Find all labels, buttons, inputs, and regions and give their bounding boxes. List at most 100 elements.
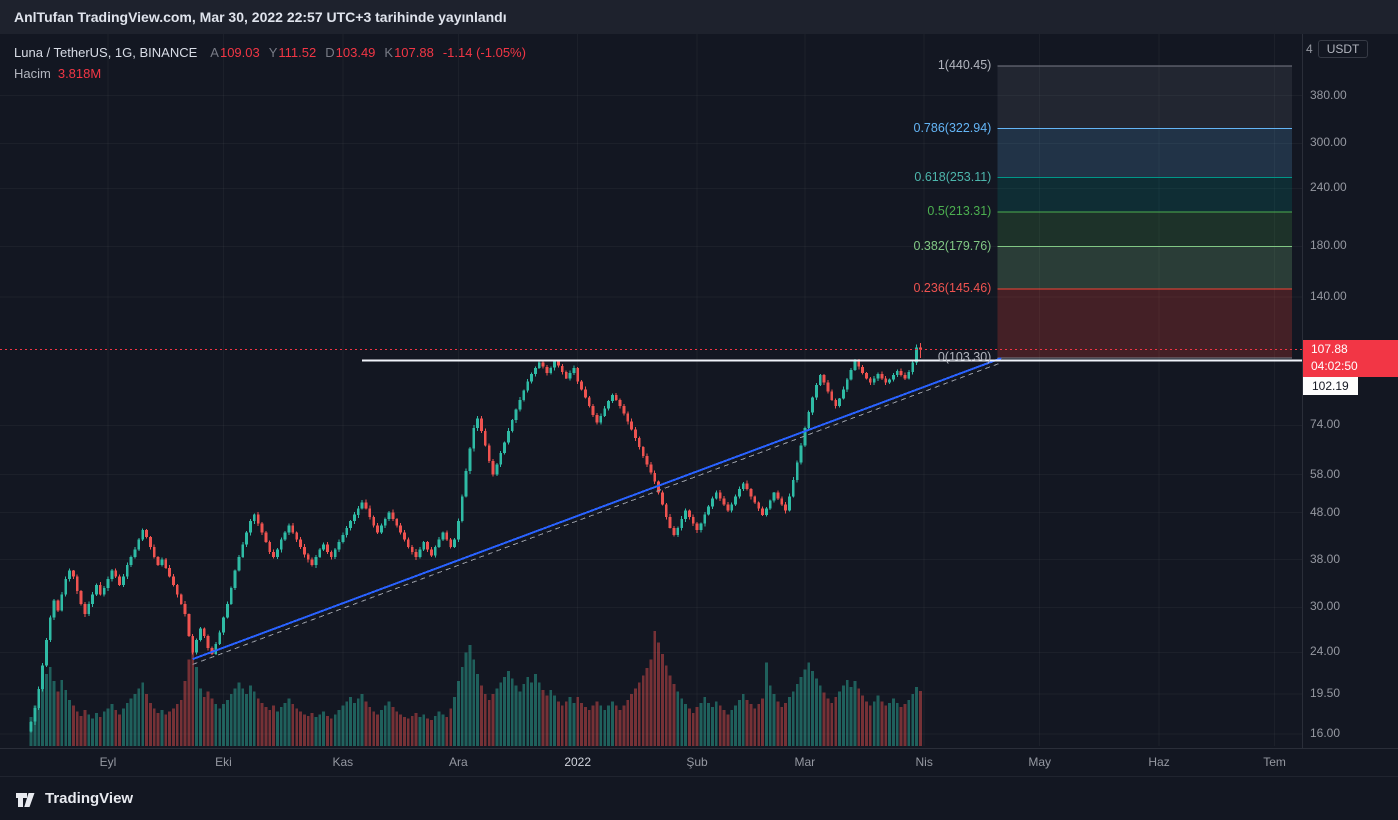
ohlc-value: 107.88: [394, 45, 434, 60]
price-scale[interactable]: [1302, 34, 1398, 776]
volume-bar: [795, 684, 799, 746]
ohlc-key: D: [325, 45, 335, 60]
fib-zone-0.382: [997, 246, 1292, 290]
volume-bar: [560, 705, 564, 746]
volume-bar: [722, 710, 726, 746]
candle-body: [764, 508, 768, 515]
volume-bar: [853, 681, 857, 746]
candle-body: [637, 438, 641, 447]
currency-button[interactable]: USDT: [1317, 40, 1369, 58]
legend-row-volume: Hacim 3.818M: [14, 63, 526, 84]
candle-body: [60, 594, 64, 611]
tradingview-logo[interactable]: [14, 788, 36, 810]
volume-bar: [299, 711, 302, 746]
candle-body: [510, 420, 514, 431]
volume-bar: [622, 705, 626, 746]
volume-bar: [533, 674, 537, 746]
volume-bar: [245, 694, 248, 746]
volume-bar: [903, 704, 907, 746]
volume-bar: [838, 691, 841, 746]
volume-bar: [102, 711, 106, 746]
fib-label-0.786[interactable]: 0.786(322.94): [913, 120, 992, 135]
candle-body: [888, 379, 891, 383]
volume-bar: [252, 691, 256, 746]
fib-label-0.5[interactable]: 0.5(213.31): [927, 204, 992, 219]
candle-body: [684, 510, 687, 519]
candle-body: [345, 527, 349, 535]
volume-bar: [114, 710, 118, 746]
candle-body: [687, 510, 691, 517]
trendline[interactable]: [192, 357, 1002, 661]
volume-bar: [668, 675, 672, 746]
candle-body: [780, 498, 784, 505]
volume-bar: [225, 699, 229, 746]
volume-bar: [703, 697, 707, 746]
candle-body: [533, 367, 537, 374]
candle-body: [114, 570, 118, 577]
tradingview-brand-link[interactable]: TradingView: [45, 790, 134, 807]
volume-bar: [634, 688, 637, 746]
volume-bar: [826, 698, 830, 746]
candle-body: [811, 397, 814, 413]
candle-body: [530, 374, 533, 382]
volume-bar: [422, 714, 426, 746]
volume-bar: [368, 707, 372, 746]
volume-bar: [272, 705, 275, 746]
candle-body: [564, 371, 568, 379]
fib-label-0.618[interactable]: 0.618(253.11): [914, 169, 992, 184]
volume-bar: [387, 701, 391, 746]
fib-label-0.382[interactable]: 0.382(179.76): [913, 238, 992, 253]
ohlc-key: Y: [268, 45, 278, 60]
candle-body: [568, 373, 572, 379]
price-scale-tick: 48.00: [1310, 504, 1341, 519]
candle-body: [318, 549, 322, 558]
fib-zone-0.786: [997, 128, 1292, 178]
fib-label-0.236[interactable]: 0.236(145.46): [913, 281, 992, 296]
candle-body: [206, 636, 210, 649]
volume-bar: [526, 676, 530, 746]
time-scale-label: Eki: [215, 755, 232, 769]
candle-body: [33, 708, 37, 722]
volume-bar: [191, 638, 195, 746]
volume-bar: [530, 682, 533, 746]
candle-body: [691, 516, 695, 524]
candle-body: [703, 514, 707, 524]
fib-label-0[interactable]: 0(103.30): [937, 350, 992, 365]
candle-body: [141, 530, 145, 540]
candle-body: [98, 585, 102, 595]
candle-body: [699, 523, 703, 531]
volume-bar: [229, 694, 233, 746]
candle-body: [156, 557, 160, 566]
symbol-title[interactable]: Luna / TetherUS, 1G, BINANCE: [14, 45, 198, 60]
fib-base-dashed-line[interactable]: [192, 362, 1002, 665]
volume-bar: [337, 710, 341, 746]
time-scale[interactable]: Eyl Eki Kas Ara 2022 Şub Mar Nis May Haz Tem: [0, 748, 1398, 776]
candle-body: [329, 551, 333, 558]
volume-bar: [545, 695, 549, 746]
volume-bar: [183, 681, 187, 746]
candle-body: [222, 617, 225, 633]
candle-body: [91, 594, 94, 604]
candle-body: [172, 576, 175, 586]
volume-bar: [52, 681, 56, 746]
candle-body: [680, 519, 684, 528]
fib-label-1[interactable]: 1(440.45): [937, 58, 992, 72]
volume-bar: [595, 701, 599, 746]
candle-body: [368, 508, 372, 517]
volume-bar: [749, 704, 753, 746]
time-scale-label: Nis: [915, 755, 933, 769]
candle-body: [356, 508, 360, 515]
candle-body: [260, 523, 264, 533]
volume-bar: [764, 662, 768, 746]
volume-bar: [472, 659, 476, 746]
candle-body: [653, 472, 657, 482]
volume-bar: [718, 705, 722, 746]
candle-body: [360, 502, 364, 509]
volume-bar: [95, 712, 98, 746]
candle-body: [229, 588, 233, 604]
volume-bar: [364, 701, 368, 746]
volume-bar: [576, 697, 580, 746]
candle-body: [834, 399, 838, 406]
volume-bar: [349, 697, 352, 746]
